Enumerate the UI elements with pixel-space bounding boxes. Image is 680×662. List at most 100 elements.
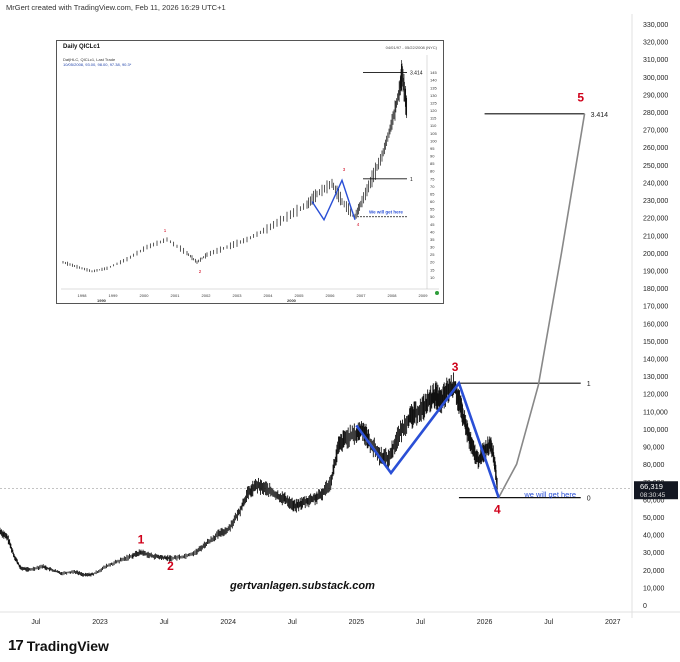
fib-level-label: 3.414	[591, 112, 609, 119]
inset-wave-label: 1	[164, 228, 167, 233]
inset-y-tick: 40	[430, 229, 435, 234]
inset-level-label: 3.414	[410, 71, 423, 77]
y-tick-label: 330,000	[643, 22, 668, 29]
inset-x-tick: 2003	[233, 293, 243, 298]
inset-y-tick: 15	[430, 267, 435, 272]
inset-x-tick: 2000	[140, 293, 150, 298]
y-tick-label: 230,000	[643, 198, 668, 205]
inset-x-tick: 1998	[78, 293, 88, 298]
inset-title: Daily QICLc1	[63, 44, 101, 50]
inset-legend-line-2: 10/05/2008, 93.00, 98.00, 97.38, 90.3*	[63, 62, 132, 67]
inset-y-tick: 20	[430, 260, 435, 265]
x-tick-label: Jul	[416, 619, 425, 626]
tradingview-logo[interactable]: 17 TradingView	[8, 637, 109, 654]
y-tick-label: 250,000	[643, 163, 668, 170]
inset-x-tick: 2008	[388, 293, 398, 298]
x-tick-label: Jul	[544, 619, 553, 626]
inset-status-dot	[435, 291, 439, 295]
tradingview-logo-text: TradingView	[26, 637, 109, 654]
fib-level-label: 0	[587, 496, 591, 503]
y-tick-label: 30,000	[643, 550, 665, 557]
x-tick-label: 2023	[92, 619, 108, 626]
y-tick-label: 260,000	[643, 145, 668, 152]
inset-y-tick: 100	[430, 138, 437, 143]
x-tick-label: Jul	[160, 619, 169, 626]
inset-y-tick: 45	[430, 222, 435, 227]
y-tick-label: 0	[643, 603, 647, 610]
x-tick-label: Jul	[288, 619, 297, 626]
inset-date-range: 04/01/97 - 05/22/2008 (NYC)	[385, 45, 437, 50]
x-tick-label: 2025	[349, 619, 365, 626]
wave-label: 3	[452, 360, 459, 374]
inset-y-tick: 110	[430, 123, 437, 128]
wave-label: 1	[138, 532, 145, 546]
inset-x-tick: 2004	[264, 293, 274, 298]
inset-level-label: 1	[410, 177, 413, 183]
inset-y-tick: 95	[430, 146, 435, 151]
y-tick-label: 10,000	[643, 585, 665, 592]
watermark-url: gertvanlagen.substack.com	[230, 580, 375, 592]
y-tick-label: 200,000	[643, 251, 668, 258]
last-price-countdown: 08:30:45	[640, 492, 666, 499]
x-tick-label: Jul	[31, 619, 40, 626]
y-tick-label: 90,000	[643, 445, 665, 452]
inset-wave-label: 2	[199, 269, 202, 274]
inset-y-tick: 135	[430, 85, 437, 90]
inset-x-tick: 2009	[419, 293, 429, 298]
y-tick-label: 20,000	[643, 568, 665, 575]
y-tick-label: 180,000	[643, 286, 668, 293]
y-tick-label: 50,000	[643, 515, 665, 522]
fib-level-label: 1	[587, 381, 591, 388]
y-tick-label: 40,000	[643, 533, 665, 540]
inset-x-tick: 2007	[357, 293, 367, 298]
y-tick-label: 310,000	[643, 57, 668, 64]
inset-y-tick: 105	[430, 131, 437, 136]
inset-wave-line	[311, 178, 356, 222]
inset-y-tick: 120	[430, 108, 437, 113]
x-tick-label: 2026	[477, 619, 493, 626]
y-tick-label: 220,000	[643, 216, 668, 223]
inset-x-tick: 2006	[326, 293, 336, 298]
y-tick-label: 100,000	[643, 427, 668, 434]
inset-y-tick: 125	[430, 100, 437, 105]
inset-y-tick: 80	[430, 169, 435, 174]
wave-label: 4	[494, 502, 501, 516]
inset-legend: Dat|HLC, QICLc1, Last Trade 10/05/2008, …	[63, 57, 131, 67]
y-tick-label: 140,000	[643, 357, 668, 364]
inset-y-tick: 130	[430, 93, 437, 98]
inset-y-tick: 50	[430, 214, 435, 219]
chart-header: MrGert created with TradingView.com, Feb…	[6, 3, 226, 12]
inset-x-tick: 2001	[171, 293, 181, 298]
inset-wave-label: 3	[343, 167, 346, 172]
last-price-badge	[634, 481, 678, 500]
inset-y-tick: 60	[430, 199, 435, 204]
inset-y-tick: 35	[430, 237, 435, 242]
x-tick-label: 2024	[220, 619, 236, 626]
inset-y-tick: 10	[430, 275, 435, 280]
y-tick-label: 120,000	[643, 392, 668, 399]
inset-x-tick: 2002	[202, 293, 212, 298]
y-tick-label: 150,000	[643, 339, 668, 346]
wave-label: 2	[167, 559, 174, 573]
inset-legend-line-1: Dat|HLC, QICLc1, Last Trade	[63, 57, 116, 62]
y-tick-label: 320,000	[643, 40, 668, 47]
y-tick-label: 190,000	[643, 268, 668, 275]
inset-y-tick: 115	[430, 116, 437, 121]
tradingview-logo-icon: 17	[8, 637, 24, 654]
wave-label: 5	[577, 90, 584, 104]
inset-y-tick: 70	[430, 184, 435, 189]
y-tick-label: 300,000	[643, 75, 668, 82]
y-tick-label: 240,000	[643, 180, 668, 187]
inset-y-tick: 25	[430, 252, 435, 257]
annotation-note: we will get here	[523, 490, 576, 499]
inset-y-tick: 140	[430, 78, 437, 83]
y-tick-label: 170,000	[643, 304, 668, 311]
inset-plot: 10 15 20 25 30 35 40 45 50 55 60 65 70 75 80 85 90 95 100 1…	[61, 55, 439, 303]
y-tick-label: 60,000	[643, 497, 665, 504]
y-tick-label: 280,000	[643, 110, 668, 117]
inset-x-tick: 1999	[109, 293, 119, 298]
y-tick-label: 110,000	[643, 409, 668, 416]
inset-x-tick: 2005	[295, 293, 305, 298]
inset-y-tick: 30	[430, 245, 435, 250]
